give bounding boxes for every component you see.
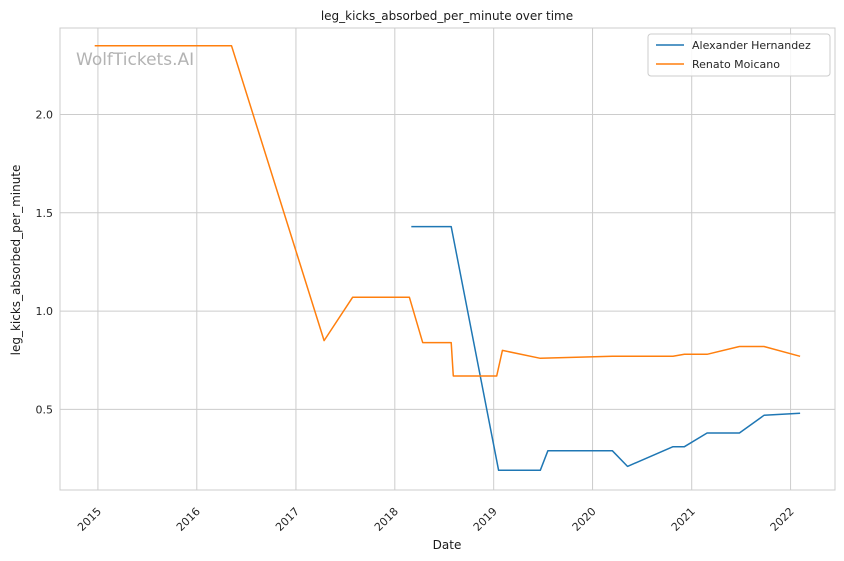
x-axis-title: Date: [433, 538, 462, 552]
legend: Alexander Hernandez Renato Moicano: [647, 33, 831, 77]
y-tick-labels: 0.5 1.0 1.5 2.0: [36, 109, 54, 417]
legend-label-renato-moicano: Renato Moicano: [692, 58, 780, 71]
grid: [60, 28, 835, 490]
y-tick-label: 1.5: [36, 207, 54, 220]
chart-title: leg_kicks_absorbed_per_minute over time: [321, 9, 573, 23]
series-line-renato-moicano: [94, 44, 801, 377]
y-axis-title: leg_kicks_absorbed_per_minute: [9, 165, 23, 356]
series-line-alexander-hernandez: [411, 225, 801, 472]
y-tick-label: 2.0: [36, 109, 54, 122]
watermark: WolfTickets.AI: [76, 50, 194, 70]
legend-box: [647, 33, 831, 77]
series-lines: [94, 44, 801, 472]
y-tick-label: 0.5: [36, 403, 54, 416]
legend-label-alexander-hernandez: Alexander Hernandez: [692, 39, 811, 52]
plot-area-border: [59, 27, 836, 491]
y-tick-label: 1.0: [36, 305, 54, 318]
